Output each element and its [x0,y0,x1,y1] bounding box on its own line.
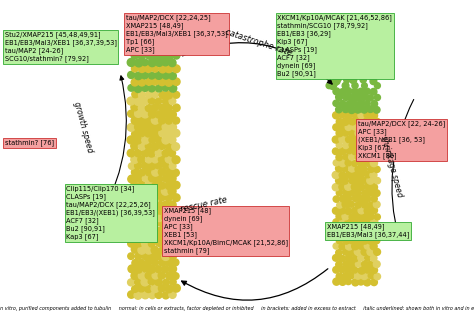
Text: italic: in vitro, purified components added to tubulin     normal: in cells or e: italic: in vitro, purified components ad… [0,306,474,311]
Circle shape [138,208,145,215]
Circle shape [358,184,365,191]
Circle shape [365,243,370,249]
Circle shape [320,57,326,64]
Circle shape [345,255,352,262]
Circle shape [346,101,352,107]
Circle shape [349,142,356,148]
Circle shape [155,46,163,54]
Circle shape [368,213,374,220]
Circle shape [132,260,139,266]
Circle shape [367,106,374,113]
Circle shape [145,221,152,228]
Circle shape [137,117,145,125]
Circle shape [127,149,135,157]
Circle shape [146,168,153,176]
Circle shape [374,94,381,100]
Circle shape [345,112,352,119]
Circle shape [138,65,146,73]
Circle shape [342,201,349,208]
Circle shape [355,166,361,172]
Circle shape [148,59,156,67]
Circle shape [169,201,176,209]
Circle shape [349,214,356,220]
Circle shape [131,65,138,72]
Circle shape [367,225,374,231]
Circle shape [336,130,343,137]
Circle shape [339,231,346,238]
Circle shape [342,106,349,113]
Circle shape [368,154,374,160]
Circle shape [156,227,163,234]
Circle shape [343,143,349,149]
Circle shape [137,220,145,227]
Circle shape [358,112,364,119]
Circle shape [144,117,152,124]
FancyArrowPatch shape [101,76,127,215]
Circle shape [173,78,180,86]
Circle shape [326,83,332,89]
Circle shape [355,94,361,101]
Circle shape [132,194,139,201]
Circle shape [135,201,143,209]
Circle shape [352,160,358,166]
Circle shape [355,178,362,185]
Circle shape [354,106,362,113]
Circle shape [371,255,377,262]
Circle shape [173,233,180,241]
Circle shape [128,85,135,91]
Circle shape [142,162,149,170]
Circle shape [331,57,338,65]
Circle shape [348,249,355,256]
Circle shape [368,73,374,79]
Circle shape [131,52,138,59]
Circle shape [345,183,352,190]
Circle shape [339,89,346,95]
Circle shape [148,85,155,92]
Circle shape [152,156,158,163]
Circle shape [144,39,152,47]
Circle shape [342,165,348,172]
Circle shape [137,129,145,137]
Circle shape [173,284,180,292]
Circle shape [169,46,177,54]
Circle shape [155,201,163,209]
Circle shape [135,188,142,195]
Circle shape [152,233,160,240]
Circle shape [362,261,368,267]
Circle shape [371,125,377,131]
Text: tau/MAP2/DCX [22,24,25]
XMAP215 [48,49]
EB1/EB3/Mal3/XEB1 [36,37,53]
Tp1 [66]
AP: tau/MAP2/DCX [22,24,25] XMAP215 [48,49] … [126,14,228,53]
Circle shape [343,237,349,244]
Circle shape [152,91,158,98]
Circle shape [349,178,355,184]
Circle shape [141,97,149,105]
Circle shape [131,272,138,280]
Circle shape [363,65,370,72]
Circle shape [370,78,377,85]
Circle shape [371,100,378,107]
Circle shape [356,154,362,160]
Text: shrinkage speed: shrinkage speed [379,135,403,198]
Circle shape [336,72,343,79]
Circle shape [370,148,377,155]
Circle shape [165,259,173,266]
Circle shape [135,214,142,221]
Circle shape [165,91,173,99]
Circle shape [165,104,172,112]
Circle shape [333,255,339,261]
Circle shape [325,69,330,75]
Circle shape [135,123,142,131]
Circle shape [365,147,371,154]
Circle shape [172,156,180,164]
Circle shape [155,111,163,118]
Circle shape [330,67,337,73]
Circle shape [364,207,371,214]
Circle shape [142,253,149,260]
Circle shape [152,169,159,176]
Circle shape [135,72,142,80]
Circle shape [159,220,166,227]
Circle shape [173,117,180,124]
Circle shape [378,57,384,63]
Circle shape [364,112,371,119]
Circle shape [336,66,343,74]
Circle shape [142,59,148,66]
